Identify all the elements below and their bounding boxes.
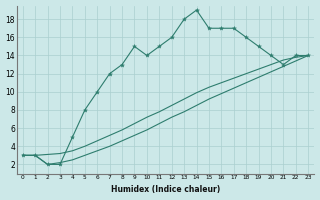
X-axis label: Humidex (Indice chaleur): Humidex (Indice chaleur) [111, 185, 220, 194]
